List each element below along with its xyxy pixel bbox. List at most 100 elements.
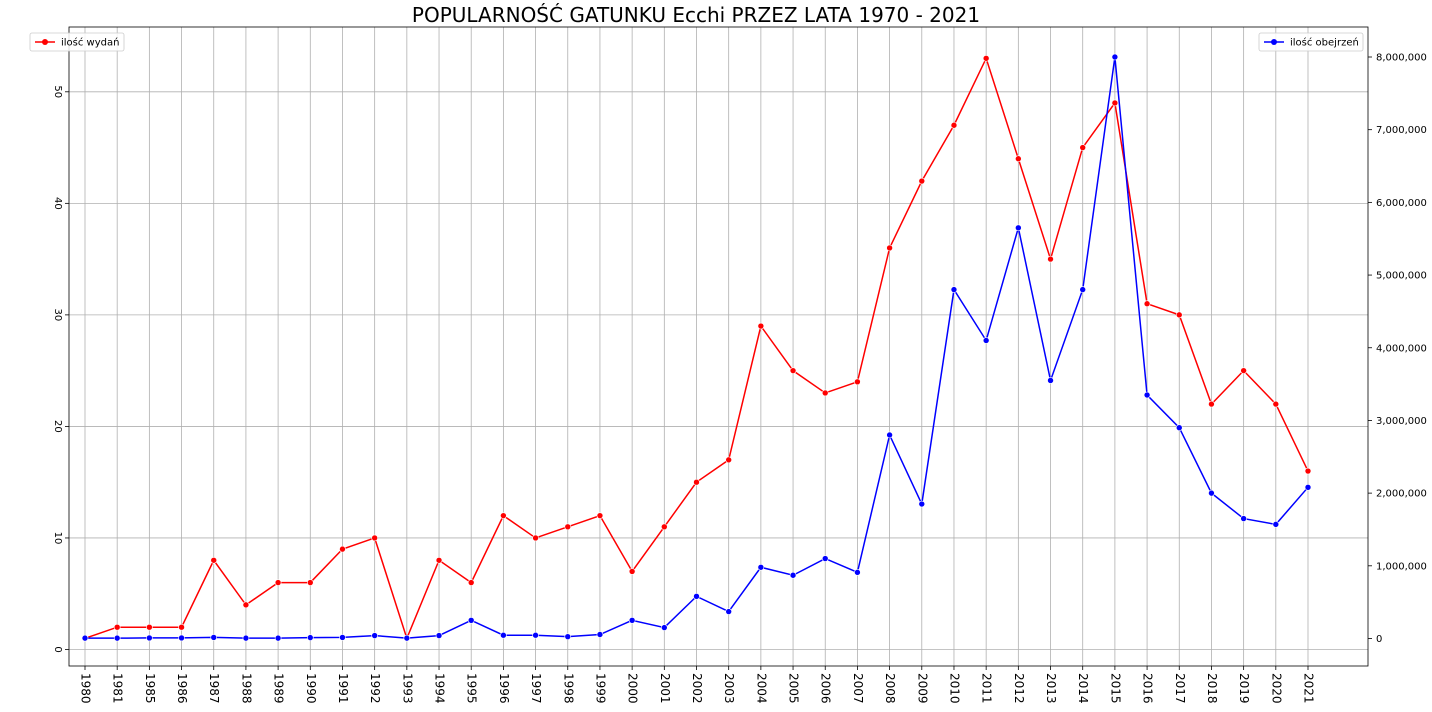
data-point-views-2012 [1015, 224, 1022, 232]
data-point-views-2017 [1175, 424, 1183, 432]
chart-title: POPULARNOŚĆ GATUNKU Ecchi PRZEZ LATA 197… [412, 3, 980, 27]
data-point-releases-1997 [532, 534, 539, 542]
data-point-views-1992 [371, 632, 378, 639]
xtick-label: 2013 [1044, 673, 1058, 704]
xtick-label: 1991 [336, 673, 350, 704]
data-point-views-1980 [81, 634, 89, 642]
xtick-label: 2006 [819, 673, 833, 704]
data-point-views-1985 [146, 634, 153, 642]
xtick-label: 2017 [1173, 673, 1187, 704]
data-point-views-1987 [210, 634, 218, 641]
data-point-releases-1999 [596, 512, 604, 519]
data-point-releases-2017 [1175, 311, 1183, 319]
data-point-views-1990 [306, 634, 314, 641]
data-point-views-2016 [1143, 391, 1151, 399]
data-point-releases-2001 [661, 523, 668, 531]
legend-views-box [1258, 32, 1364, 52]
ytick-right-label: 2,000,000 [1376, 489, 1427, 500]
xtick-label: 1994 [433, 673, 447, 704]
ytick-left-label: 0 [52, 646, 63, 652]
data-point-releases-2010 [950, 121, 958, 129]
xtick-label: 1988 [239, 673, 253, 704]
xtick-label: 2009 [915, 673, 929, 704]
data-point-releases-2013 [1047, 255, 1054, 263]
xtick-label: 1981 [111, 673, 125, 704]
data-point-releases-2016 [1143, 300, 1151, 308]
data-point-releases-1991 [339, 545, 346, 553]
left-y-axis: 0 10 20 30 40 50 [52, 85, 69, 653]
xtick-label: 1995 [465, 673, 479, 704]
legend-releases-label: ilość wydań [61, 37, 119, 49]
ytick-left-label: 40 [52, 197, 63, 210]
xtick-label: 1998 [561, 673, 575, 704]
data-point-releases-1990 [306, 579, 314, 586]
data-point-releases-1986 [178, 623, 185, 631]
data-point-views-2018 [1208, 489, 1215, 497]
data-point-views-2001 [661, 624, 668, 631]
data-point-releases-1985 [146, 623, 153, 631]
data-point-views-1998 [564, 633, 572, 640]
xtick-label: 1989 [272, 673, 286, 704]
data-point-views-1993 [403, 634, 411, 642]
data-point-views-1989 [274, 634, 282, 642]
data-point-views-1996 [500, 631, 507, 639]
xtick-label: 2014 [1076, 673, 1090, 704]
data-point-views-2002 [693, 593, 700, 600]
xtick-label: 2016 [1141, 673, 1155, 704]
data-point-views-1986 [178, 634, 185, 642]
xtick-label: 2010 [947, 673, 961, 704]
data-point-releases-1988 [242, 601, 250, 609]
legend-releases-box [29, 32, 125, 52]
data-point-releases-2003 [725, 456, 732, 464]
data-point-views-1997 [532, 631, 539, 639]
xtick-label: 2008 [883, 673, 897, 704]
data-point-releases-2002 [693, 478, 700, 486]
data-point-views-1988 [242, 634, 250, 642]
data-point-releases-2008 [886, 244, 893, 252]
data-point-views-2003 [725, 608, 732, 615]
ytick-right-label: 0 [1376, 634, 1382, 645]
data-point-releases-2004 [757, 322, 765, 330]
grid [69, 27, 1368, 666]
data-point-views-1991 [339, 634, 346, 641]
xtick-label: 1993 [400, 673, 414, 704]
x-axis: 1980 1981 1985 1986 1987 1988 1989 1990 1991 1992… [79, 666, 1316, 704]
data-point-views-2004 [757, 563, 765, 571]
xtick-label: 2004 [754, 673, 768, 704]
data-point-releases-2012 [1015, 155, 1022, 163]
data-point-views-1994 [435, 632, 443, 639]
xtick-label: 2018 [1205, 673, 1219, 704]
data-point-releases-1994 [435, 556, 443, 564]
data-point-releases-2006 [821, 389, 829, 397]
legends: ilość wydań ilość obejrzeń [29, 32, 1364, 52]
ytick-right-label: 7,000,000 [1376, 125, 1427, 136]
data-point-views-2000 [628, 617, 636, 624]
data-point-releases-2009 [918, 177, 926, 185]
legend-views: ilość obejrzeń [1258, 32, 1364, 52]
data-point-views-2007 [854, 569, 861, 576]
xtick-label: 1992 [368, 673, 382, 704]
ytick-left-label: 30 [52, 309, 63, 322]
data-point-views-1981 [113, 634, 121, 642]
plot-frame [68, 26, 1369, 667]
right-y-axis: 0 1,000,000 2,000,000 3,000,000 4,000,000 5,0… [1368, 53, 1427, 645]
xtick-label: 2000 [626, 673, 640, 704]
xtick-label: 2001 [658, 673, 672, 704]
data-point-releases-2015 [1111, 99, 1119, 107]
xtick-label: 1990 [304, 673, 318, 704]
data-point-releases-1992 [371, 534, 378, 542]
data-point-releases-2021 [1304, 467, 1312, 475]
data-point-views-2015 [1111, 53, 1119, 61]
xtick-label: 2011 [980, 673, 994, 704]
legend-views-label: ilość obejrzeń [1290, 37, 1359, 49]
data-point-releases-2011 [982, 55, 990, 62]
data-point-views-2013 [1047, 377, 1054, 384]
xtick-label: 1999 [593, 673, 607, 704]
ytick-right-label: 4,000,000 [1376, 343, 1427, 354]
data-point-views-2019 [1240, 515, 1247, 522]
data-point-views-2009 [918, 500, 926, 508]
xtick-label: 2005 [787, 673, 801, 704]
xtick-label: 1997 [529, 673, 543, 704]
data-point-releases-2019 [1240, 367, 1247, 374]
